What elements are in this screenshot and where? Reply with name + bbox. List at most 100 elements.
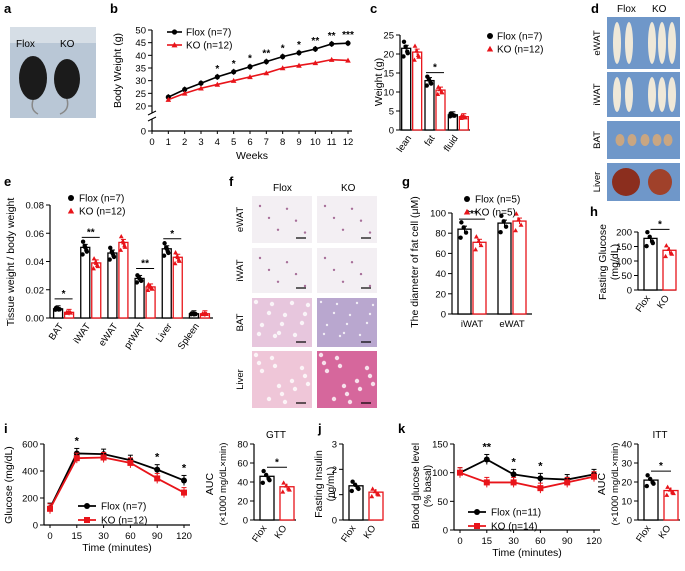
tissue-liver-flox bbox=[612, 168, 640, 196]
b-point-flox bbox=[198, 80, 204, 86]
i-plot-x-tick-label: 90 bbox=[152, 531, 163, 542]
e-plot-dot-flox bbox=[164, 246, 169, 251]
i-plot-point-ko bbox=[154, 475, 161, 482]
histo-nucleus bbox=[276, 228, 280, 231]
histo-nucleus bbox=[285, 207, 289, 210]
h-plot-sig-mark: * bbox=[658, 219, 662, 230]
iauc-plot-dot-ko bbox=[287, 487, 292, 492]
i-plot-series-line-1 bbox=[49, 456, 185, 510]
tissue-fat-depot bbox=[625, 22, 633, 64]
c-plot-sig-mark: * bbox=[433, 63, 437, 74]
g-plot-y-tick-label: 20 bbox=[435, 289, 446, 300]
h-plot-y-tick-label: 150 bbox=[616, 242, 632, 253]
b-point-ko bbox=[263, 70, 270, 76]
histo-vacuole bbox=[318, 352, 324, 358]
h-plot-y-tick-label: 50 bbox=[621, 271, 632, 282]
b-point-ko bbox=[247, 74, 253, 80]
b-point-flox bbox=[247, 64, 253, 70]
i-plot-sig-mark: * bbox=[182, 462, 187, 474]
h-plot-y-tick-label: 200 bbox=[616, 228, 632, 239]
g-legend-ko: KO (n=5) bbox=[475, 208, 516, 219]
j-y-label-1: Fasting Insulin bbox=[313, 450, 325, 518]
histo-vacuole bbox=[302, 311, 308, 317]
tissue-photos: eWAT iWAT BAT Liver bbox=[592, 17, 680, 201]
tissue-bat bbox=[640, 134, 650, 146]
c-plot-dot-ko bbox=[412, 57, 417, 62]
h-plot-dot-ko bbox=[663, 253, 668, 259]
e-legend-marker-ko bbox=[67, 207, 75, 214]
b-point-flox bbox=[231, 69, 237, 75]
histo-vacuole bbox=[282, 399, 288, 405]
kauc-plot-dot-flox bbox=[644, 483, 649, 489]
j-plot-dot-ko bbox=[370, 486, 376, 491]
k-plot-x-label: Time (minutes) bbox=[492, 547, 562, 559]
histo-vacuole bbox=[282, 312, 288, 318]
g-plot-dot-ko bbox=[518, 222, 524, 227]
g-legend-flox: Flox (n=5) bbox=[475, 195, 520, 206]
histo-vacuole bbox=[322, 332, 326, 336]
c-plot-bar-ko bbox=[412, 51, 423, 131]
e-plot-dot-flox bbox=[83, 245, 88, 250]
g-plot-dot-ko bbox=[476, 238, 482, 243]
histo-vacuole bbox=[269, 355, 275, 361]
b-point-ko bbox=[312, 60, 319, 66]
histo-vacuole bbox=[253, 299, 259, 305]
histo-image-ewat-flox bbox=[252, 196, 312, 243]
b-point-flox bbox=[329, 41, 335, 47]
kauc-plot-category-label: Flox bbox=[634, 523, 653, 544]
iauc-plot-sig-mark: * bbox=[275, 457, 279, 468]
h-plot-dot-ko bbox=[663, 243, 669, 248]
e-legend-marker-flox bbox=[68, 195, 74, 201]
histo-vacuole bbox=[331, 396, 337, 402]
kauc-plot-y-tick-label: 30 bbox=[621, 459, 632, 470]
photo-label-ko: KO bbox=[60, 39, 75, 50]
e-legend-flox: Flox (n=7) bbox=[79, 194, 124, 205]
histo-vacuole bbox=[371, 303, 375, 307]
e-plot-dot-flox bbox=[111, 254, 117, 260]
e-plot-dot-ko bbox=[91, 256, 97, 261]
j-y-label-2: (ng/mL) bbox=[326, 467, 337, 501]
e-plot-dot-flox bbox=[162, 241, 167, 246]
b-point-ko bbox=[181, 90, 188, 96]
b-point-flox bbox=[312, 46, 318, 52]
histo-nucleus bbox=[359, 272, 363, 276]
gtt-auc-chart: 0 20 40 60 80 Flox KO * GTT AUC (×1000 mg/dL×min) bbox=[204, 430, 296, 544]
k-plot-point-flox bbox=[537, 475, 544, 482]
c-plot-category-label: fluid bbox=[442, 133, 461, 154]
b-x-tick-label: 6 bbox=[247, 137, 252, 148]
j-plot-y-tick-label: 0 bbox=[332, 516, 337, 527]
histo-vacuole bbox=[342, 331, 346, 335]
b-x-label: Weeks bbox=[236, 150, 268, 162]
panel-j: j 0 1 2 3 Flox KO Fasting Insulin (ng/mL) bbox=[313, 421, 384, 544]
b-y-tick-label: 25 bbox=[135, 89, 146, 100]
histo-nucleus bbox=[303, 231, 307, 234]
histo-vacuole bbox=[365, 321, 369, 325]
histo-vacuole bbox=[325, 323, 329, 327]
c-legend-ko: KO (n=12) bbox=[497, 45, 543, 56]
kauc-y-label-1: AUC bbox=[596, 472, 608, 495]
k-plot-y-tick-label: 100 bbox=[432, 468, 448, 479]
histo-nucleus bbox=[368, 284, 372, 288]
k-plot-point-ko bbox=[510, 479, 517, 486]
histology-images: eWAT iWAT BAT Liver bbox=[235, 196, 377, 408]
tissue-row-label: eWAT bbox=[592, 30, 603, 56]
iauc-plot-y-tick-label: 40 bbox=[237, 478, 248, 489]
j-plot-y-tick-label: 2 bbox=[332, 465, 337, 476]
b-sig-mark: * bbox=[248, 54, 252, 65]
e-plot-dot-ko bbox=[148, 284, 153, 289]
b-sig-mark: ** bbox=[328, 31, 336, 42]
e-plot-category-label: prWAT bbox=[122, 321, 147, 351]
panel-g-label: g bbox=[402, 174, 410, 189]
tissue-fat-depot bbox=[625, 77, 633, 112]
e-y-label: Tissue weight / body weight bbox=[5, 198, 17, 327]
c-plot-dot-ko bbox=[458, 115, 464, 120]
b-x-tick-label: 11 bbox=[327, 137, 337, 148]
g-plot-category-label: iWAT bbox=[461, 319, 483, 330]
panel-b-label: b bbox=[110, 1, 118, 16]
histo-nucleus bbox=[350, 207, 354, 210]
itt-auc-chart: 0 10 20 30 40 Flox KO * ITT AUC (×1000 mg/dL×min) bbox=[596, 430, 680, 544]
c-plot-dot-ko bbox=[437, 86, 443, 92]
tissue-col-flox: Flox bbox=[617, 4, 636, 15]
e-plot-dot-flox bbox=[80, 239, 86, 244]
